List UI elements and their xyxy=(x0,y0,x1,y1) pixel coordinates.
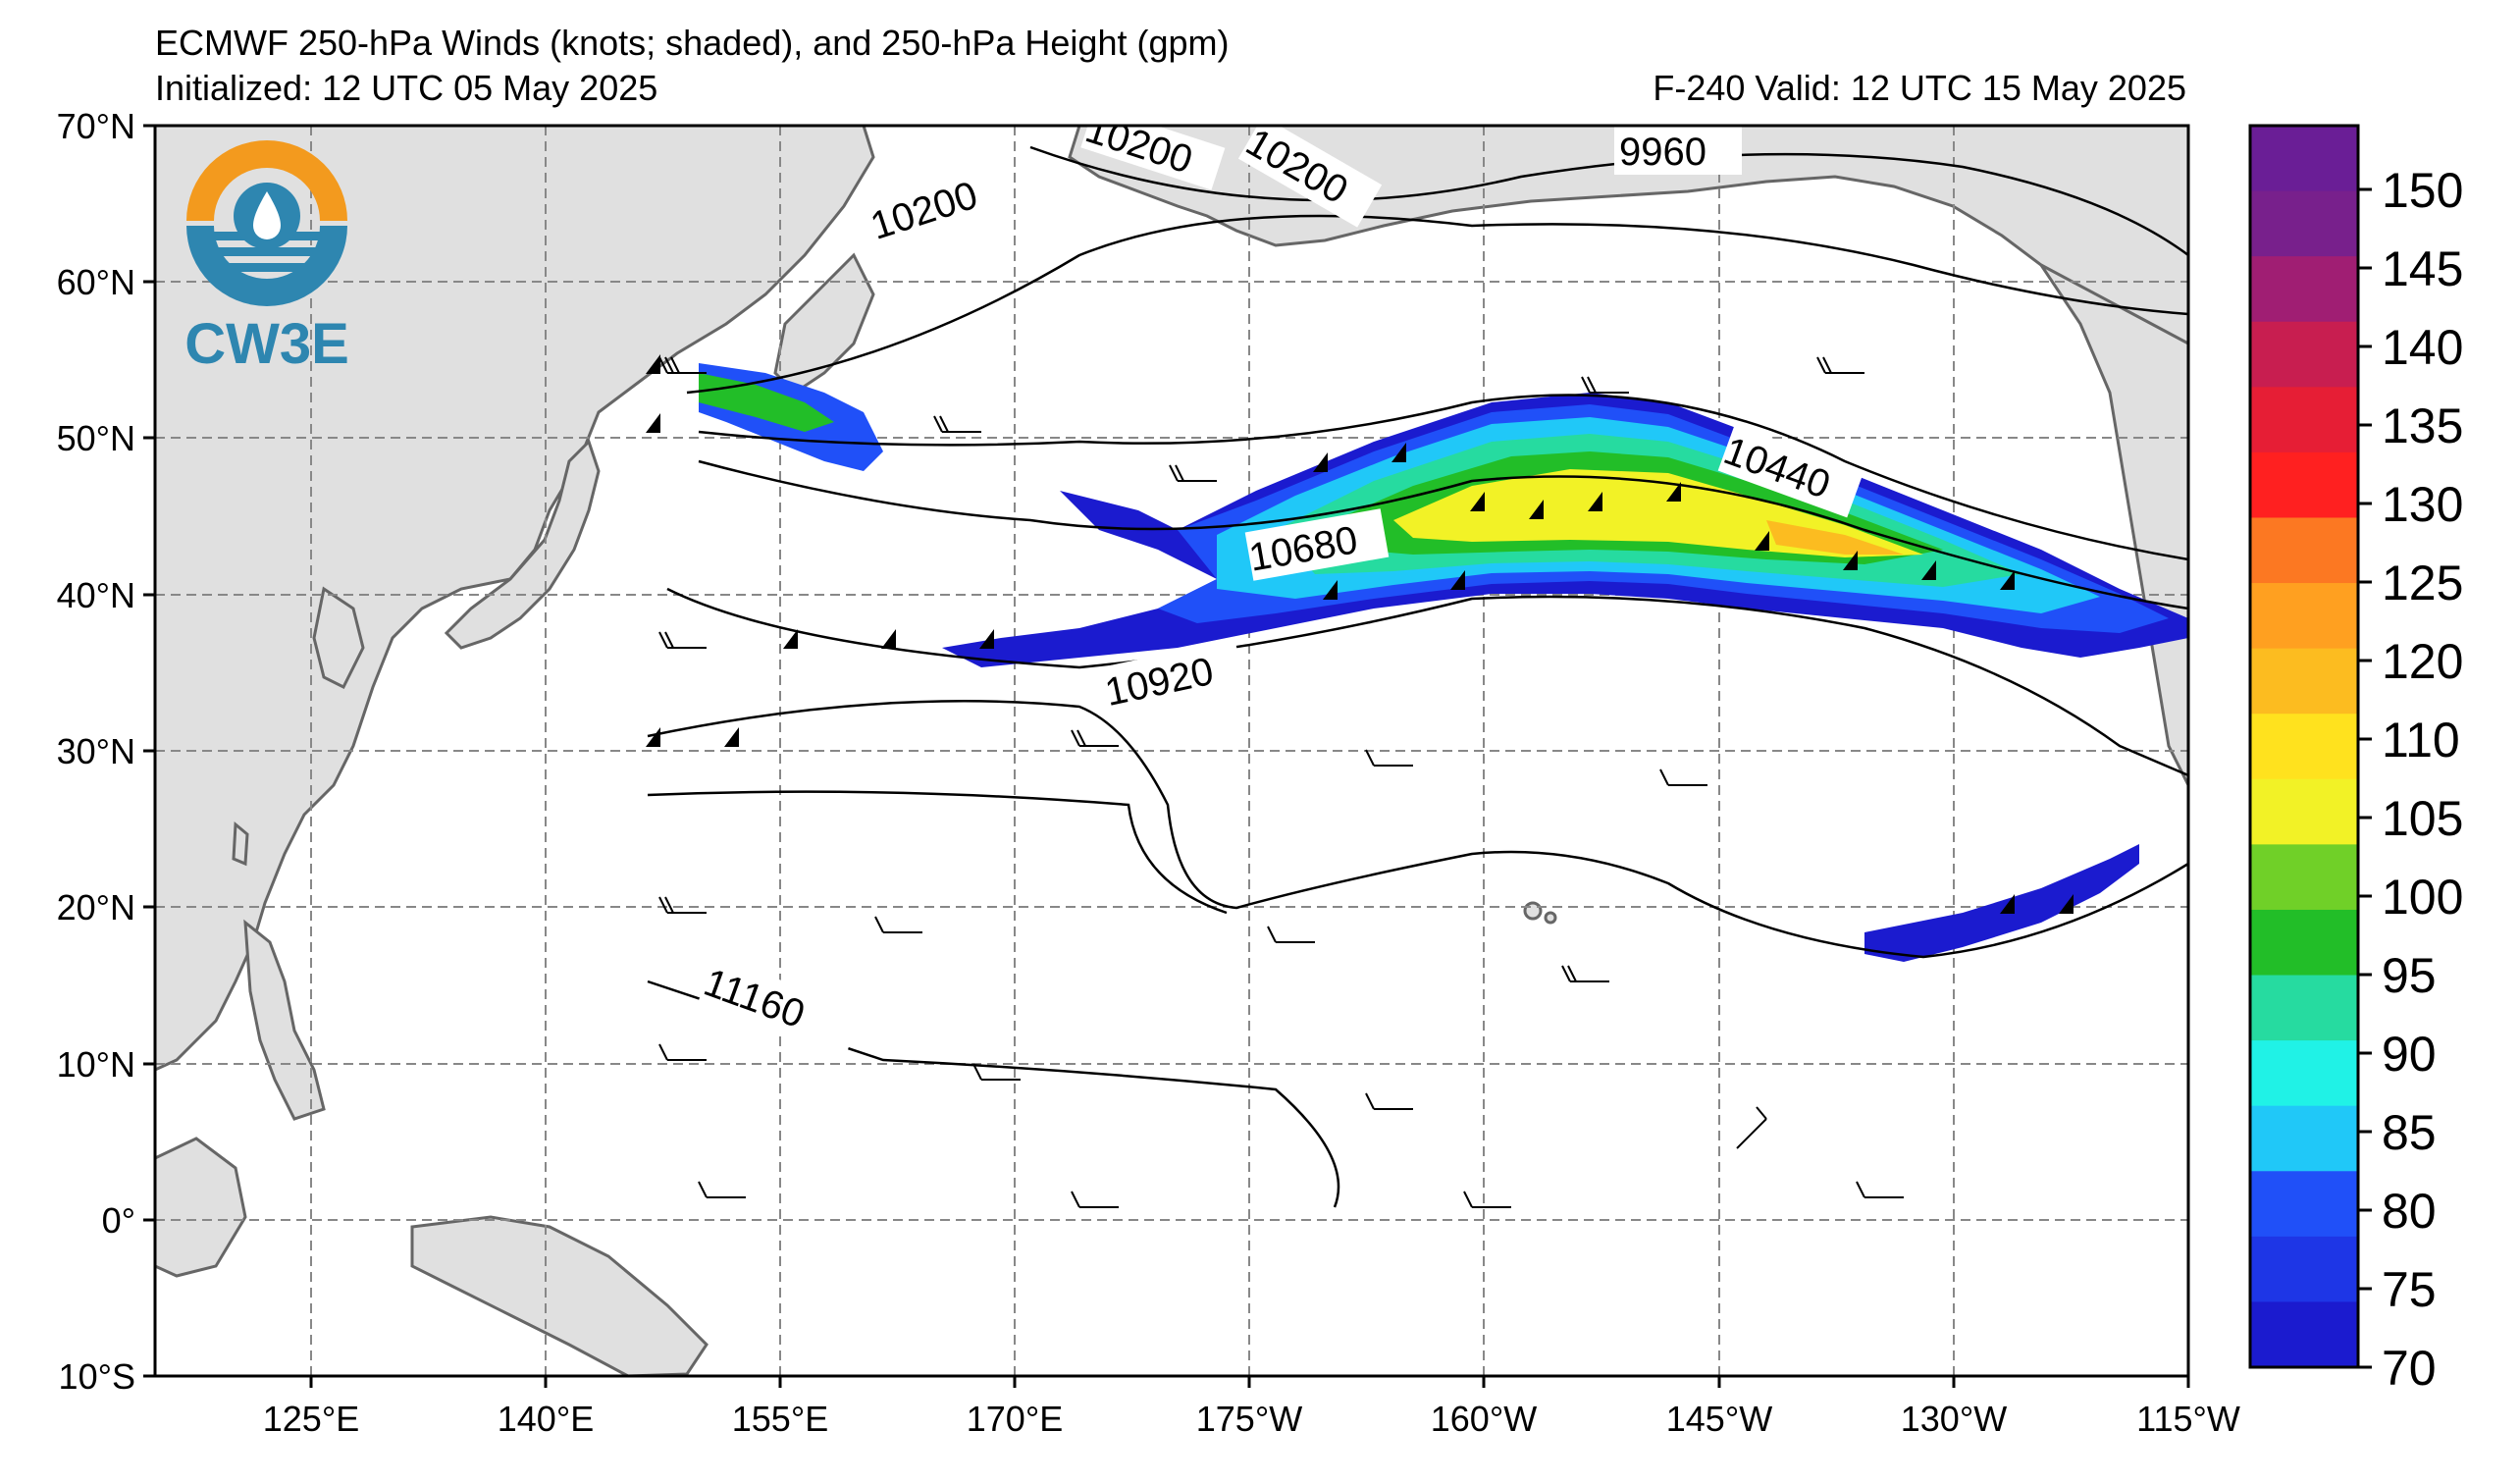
graticule xyxy=(155,126,2188,1376)
colorbar-swatch xyxy=(2250,387,2358,453)
colorbar-tick-label: 145 xyxy=(2382,241,2463,296)
barb-row-mid xyxy=(658,631,1904,1208)
barb-pennants-jet xyxy=(646,354,2074,914)
contour-label-9960: 9960 xyxy=(1619,131,1706,174)
new-guinea xyxy=(410,1215,709,1376)
lat-label: 10°N xyxy=(57,1044,135,1085)
korea xyxy=(312,586,365,690)
colorbar-swatch xyxy=(2250,1171,2358,1238)
colorbar-tick-label: 110 xyxy=(2382,713,2460,768)
colorbar-tick-label: 135 xyxy=(2382,398,2463,453)
colorbar-tick-label: 130 xyxy=(2382,477,2463,532)
raindrop-icon xyxy=(253,191,281,239)
colorbar-swatch xyxy=(2250,975,2358,1041)
colorbar-swatch xyxy=(2250,844,2358,911)
lat-labels: 70°N 60°N 50°N 40°N 30°N 20°N 10°N 0° 10… xyxy=(57,106,135,1397)
lon-label: 115°W xyxy=(2136,1399,2240,1439)
initialized-time: Initialized: 12 UTC 05 May 2025 xyxy=(155,68,658,108)
colorbar-swatch xyxy=(2250,909,2358,977)
contour-10680 xyxy=(698,459,2188,610)
colorbar-swatches xyxy=(2250,126,2358,1368)
colorbar-tick-label: 140 xyxy=(2382,320,2463,375)
lat-label: 60°N xyxy=(57,262,135,302)
colorbar-swatch xyxy=(2250,714,2358,780)
taiwan xyxy=(232,821,249,867)
colorbar-swatch xyxy=(2250,648,2358,715)
borneo xyxy=(155,1137,247,1278)
colorbar-swatch xyxy=(2250,256,2358,323)
colorbar-swatch xyxy=(2250,1301,2358,1368)
colorbar-swatch xyxy=(2250,778,2358,845)
japan-islands xyxy=(444,439,601,650)
lat-label: 10°S xyxy=(59,1356,135,1397)
colorbar-tick-label: 85 xyxy=(2382,1105,2437,1160)
contour-10920 xyxy=(666,587,2188,777)
jet-subtropical xyxy=(1864,844,2139,962)
lat-label: 40°N xyxy=(57,575,135,615)
colorbar-swatch xyxy=(2250,1040,2358,1107)
logo-ring-bottom xyxy=(186,226,347,306)
lon-label: 125°E xyxy=(263,1399,359,1439)
height-contours xyxy=(647,145,2188,1208)
colorbar-border xyxy=(2248,124,2360,1369)
colorbar-ticks: 70 75 80 85 90 95 100 105 110 120 125 130 135 140 145 1… xyxy=(2358,163,2463,1396)
lat-label: 30°N xyxy=(57,731,135,771)
colorbar-tick-label: 70 xyxy=(2382,1341,2437,1396)
colorbar-tick-label: 95 xyxy=(2382,948,2437,1003)
wind-barbs xyxy=(646,354,2074,1208)
contour-11040 xyxy=(647,700,2188,959)
hawaii-island xyxy=(1523,901,1543,921)
colorbar-swatch xyxy=(2250,1236,2358,1302)
jet-120kt xyxy=(1766,520,1904,555)
colorbar-tick-label: 150 xyxy=(2382,163,2463,218)
axis-ticks xyxy=(143,124,2190,1388)
lon-label: 130°W xyxy=(1901,1399,2007,1439)
lon-label: 175°W xyxy=(1196,1399,1302,1439)
logo-ring-top xyxy=(186,140,347,221)
lat-label: 20°N xyxy=(57,887,135,927)
colorbar-tick-label: 100 xyxy=(2382,870,2463,925)
hawaii-island-2 xyxy=(1544,911,1557,925)
lon-label: 170°E xyxy=(967,1399,1063,1439)
lon-labels: 125°E 140°E 155°E 170°E 175°W 160°W 145°… xyxy=(263,1399,2240,1439)
colorbar-swatch xyxy=(2250,451,2358,518)
asia-landmass xyxy=(155,126,875,1072)
contour-label-group: 10200 10200 10200 9960 10440 10680 10920… xyxy=(698,126,1864,1056)
lat-label: 70°N xyxy=(57,106,135,146)
colorbar-tick-label: 80 xyxy=(2382,1184,2437,1239)
logo-text: CW3E xyxy=(184,312,349,376)
map-title: ECMWF 250-hPa Winds (knots; shaded), and… xyxy=(155,23,1230,63)
lat-label: 50°N xyxy=(57,418,135,458)
colorbar-tick-label: 90 xyxy=(2382,1027,2437,1082)
lon-label: 155°E xyxy=(732,1399,828,1439)
colorbar-tick-label: 125 xyxy=(2382,556,2463,610)
colorbar-tick-label: 75 xyxy=(2382,1262,2437,1317)
valid-time: F-240 Valid: 12 UTC 15 May 2025 xyxy=(1653,68,2186,108)
colorbar-swatch xyxy=(2250,126,2358,192)
barb-row-north xyxy=(658,356,1864,482)
philippines xyxy=(243,919,326,1121)
colorbar-swatch xyxy=(2250,517,2358,584)
colorbar-tick-label: 120 xyxy=(2382,634,2463,689)
colorbar-swatch xyxy=(2250,321,2358,388)
contour-11160 xyxy=(647,790,1228,915)
contour-10440-a xyxy=(698,394,2188,561)
lat-label: 0° xyxy=(102,1200,135,1241)
colorbar-swatch xyxy=(2250,190,2358,257)
jet-streak-shading xyxy=(699,363,2188,962)
contour-10200 xyxy=(686,214,2188,395)
lon-label: 140°E xyxy=(498,1399,594,1439)
cw3e-logo: CW3E xyxy=(184,140,349,376)
colorbar-swatch xyxy=(2250,583,2358,650)
lon-label: 160°W xyxy=(1431,1399,1537,1439)
lon-label: 145°W xyxy=(1666,1399,1772,1439)
colorbar: 70 75 80 85 90 95 100 105 110 120 125 130 135 140 145 1… xyxy=(2248,124,2463,1396)
colorbar-swatch xyxy=(2250,1105,2358,1172)
colorbar-tick-label: 105 xyxy=(2382,791,2463,846)
